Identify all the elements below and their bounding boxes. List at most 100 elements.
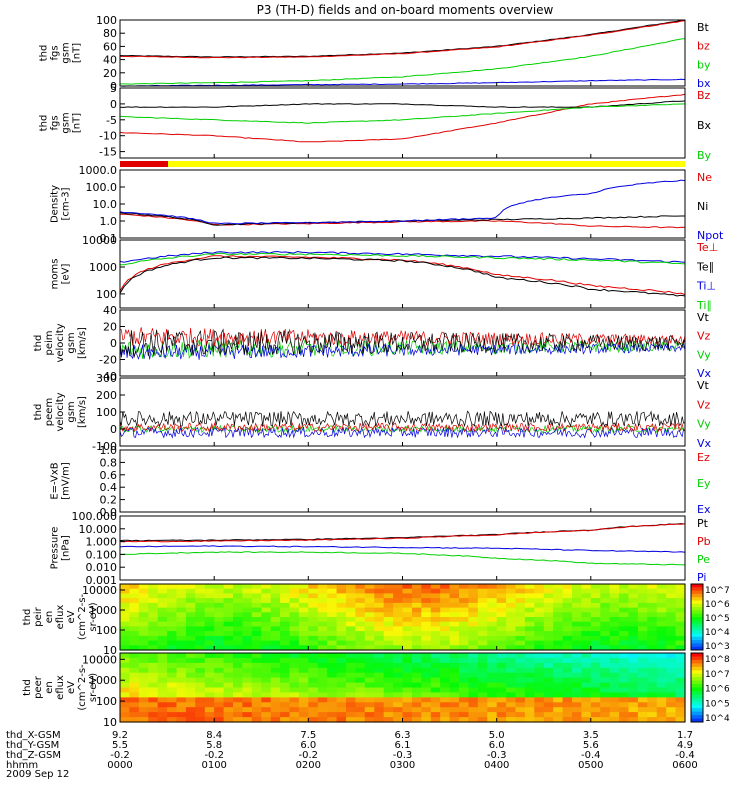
heatmap-cell [619, 662, 630, 669]
heatmap-cell [383, 584, 394, 590]
heatmap-cell [214, 598, 225, 604]
heatmap-cell [487, 645, 498, 651]
heatmap-cell [506, 626, 517, 632]
heatmap-cell [355, 631, 366, 637]
heatmap-cell [355, 653, 366, 659]
heatmap-cell [167, 672, 178, 679]
heatmap-cell [120, 621, 130, 627]
heatmap-cell [402, 617, 413, 623]
heatmap-cell [383, 697, 394, 703]
heatmap-cell [138, 662, 149, 669]
heatmap-cell [261, 621, 272, 627]
heatmap-cell [637, 640, 648, 646]
heatmap-cell [270, 593, 281, 599]
heatmap-cell [355, 692, 366, 698]
heatmap-cell [214, 626, 225, 632]
heatmap-cell [157, 653, 168, 659]
heatmap-cell [440, 602, 451, 609]
heatmap-cell [120, 602, 130, 609]
heatmap-cell [393, 667, 404, 674]
heatmap-cell [374, 712, 385, 718]
heatmap-cell [346, 640, 356, 646]
heatmap-cell [449, 588, 460, 594]
heatmap-cell [506, 662, 517, 669]
heatmap-cell [346, 607, 356, 613]
heatmap-cell [459, 672, 469, 679]
heatmap-cell [223, 602, 234, 609]
heatmap-cell [590, 621, 601, 627]
heatmap-cell [496, 667, 507, 674]
heatmap-cell [562, 662, 573, 669]
heatmap-cell [562, 602, 573, 609]
heatmap-cell [242, 635, 253, 642]
heatmap-cell [553, 667, 564, 674]
heatmap-cell [515, 692, 526, 698]
heatmap-cell [515, 682, 526, 689]
heatmap-cell [666, 617, 677, 623]
heatmap-cell [477, 602, 488, 609]
y-tick-label: 0.8 [100, 456, 118, 469]
heatmap-cell [487, 702, 498, 708]
heatmap-cell [506, 672, 517, 679]
heatmap-cell [327, 598, 338, 604]
heatmap-cell [411, 672, 422, 679]
series-line-Pe [119, 551, 686, 566]
heatmap-cell [374, 657, 385, 664]
heatmap-cell [261, 640, 272, 646]
heatmap-cell [185, 672, 196, 679]
heatmap-cell [619, 617, 630, 623]
heatmap-cell [543, 588, 554, 594]
heatmap-cell [581, 657, 592, 664]
heatmap-cell [411, 687, 422, 693]
heatmap-cell [590, 682, 601, 689]
heatmap-cell [364, 621, 375, 627]
heatmap-cell [148, 640, 159, 646]
heatmap-cell [506, 682, 517, 689]
heatmap-cell [233, 712, 243, 718]
heatmap-cell [590, 717, 601, 723]
ephemeris-value: 9.2 [112, 730, 128, 741]
heatmap-cell [289, 697, 300, 703]
heatmap-cell [572, 717, 582, 723]
heatmap-cell [374, 607, 385, 613]
heatmap-cell [223, 672, 234, 679]
heatmap-cell [336, 692, 347, 698]
heatmap-cell [336, 717, 347, 723]
heatmap-cell [223, 640, 234, 646]
heatmap-cell [204, 631, 215, 637]
heatmap-cell [251, 602, 262, 609]
heatmap-cell [393, 687, 404, 693]
heatmap-cell [628, 667, 639, 674]
y-tick-label: 0.6 [100, 469, 118, 482]
heatmap-cell [393, 617, 404, 623]
heatmap-cell [289, 635, 300, 642]
heatmap-cell [666, 640, 677, 646]
heatmap-cell [383, 692, 394, 698]
heatmap-cell [167, 621, 178, 627]
colorbar-step [691, 697, 703, 702]
heatmap-cell [666, 602, 677, 609]
heatmap-cell [553, 640, 564, 646]
heatmap-cell [393, 657, 404, 664]
heatmap-cell [298, 707, 309, 713]
heatmap-cell [393, 612, 404, 618]
y-axis-label: gsm [61, 42, 72, 63]
heatmap-cell [374, 717, 385, 723]
heatmap-cell [647, 645, 658, 651]
heatmap-cell [619, 584, 630, 590]
heatmap-cell [120, 657, 130, 664]
heatmap-cell [421, 612, 432, 618]
heatmap-cell [308, 626, 319, 632]
heatmap-cell [656, 677, 667, 684]
heatmap-cell [590, 631, 601, 637]
heatmap-cell [534, 617, 545, 623]
heatmap-cell [515, 677, 526, 684]
heatmap-cell [393, 662, 404, 669]
heatmap-cell [233, 602, 243, 609]
heatmap-cell [214, 692, 225, 698]
heatmap-cell [440, 617, 451, 623]
heatmap-cell [459, 687, 469, 693]
heatmap-cell [637, 677, 648, 684]
heatmap-cell [364, 682, 375, 689]
